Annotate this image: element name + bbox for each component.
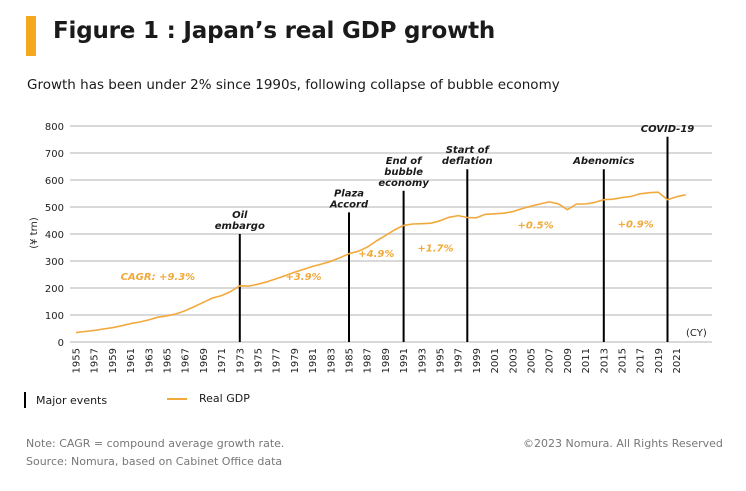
event-label: deflation	[442, 156, 493, 167]
x-tick-label: 1971	[217, 348, 228, 373]
y-tick-label: 200	[45, 284, 64, 295]
y-axis-label: (¥ trn)	[29, 217, 40, 249]
x-tick-label: 1955	[72, 348, 83, 373]
x-tick-label: 1981	[308, 348, 319, 373]
y-tick-label: 0	[58, 338, 64, 349]
x-tick-label: 1969	[199, 348, 210, 373]
x-tick-label: 1987	[363, 348, 374, 373]
event-label: embargo	[215, 221, 265, 232]
x-tick-label: 1973	[235, 348, 246, 373]
footnote: Note: CAGR = compound average growth rat…	[26, 437, 285, 450]
legend-label-major-events: Major events	[36, 393, 108, 407]
x-tick-label: 2019	[654, 348, 665, 373]
legend-item-major-events: Major events	[24, 392, 107, 408]
title-accent-bar	[26, 16, 36, 56]
y-tick-label: 300	[45, 257, 64, 268]
x-tick-label: 1991	[399, 348, 410, 373]
x-tick-label: 2015	[618, 348, 629, 373]
x-tick-label: 1977	[272, 348, 283, 373]
y-tick-label: 500	[45, 203, 64, 214]
x-tick-label: 1961	[126, 348, 137, 373]
y-tick-label: 400	[45, 230, 64, 241]
cagr-annotation: +0.5%	[517, 221, 553, 232]
event-label: Oil	[232, 210, 248, 221]
x-tick-label: 1975	[254, 348, 265, 373]
x-tick-label: 1963	[144, 348, 155, 373]
cagr-annotation: +4.9%	[358, 249, 394, 260]
gdp-line-swatch	[167, 397, 187, 400]
event-label: Abenomics	[572, 156, 634, 167]
y-tick-label: 700	[45, 149, 64, 160]
x-tick-label: 1997	[454, 348, 465, 373]
x-axis-ticks: 1955 1957 1959 1961 1963 1965 1967 1969 1971 1973…	[72, 348, 684, 373]
x-tick-label: 1965	[163, 348, 174, 373]
y-tick-label: 600	[45, 176, 64, 187]
real-gdp-line	[75, 191, 686, 334]
x-tick-label: 1989	[381, 348, 392, 373]
event-label: Accord	[329, 199, 369, 210]
x-tick-label: 1999	[472, 348, 483, 373]
x-tick-label: 1985	[345, 348, 356, 373]
event-line-swatch	[24, 392, 26, 408]
x-tick-label: 2007	[545, 348, 556, 373]
x-tick-label: 2013	[599, 348, 610, 373]
event-label: Plaza	[334, 188, 364, 199]
x-axis-unit-label: (CY)	[686, 328, 707, 339]
x-tick-label: 2001	[490, 348, 501, 373]
y-tick-label: 100	[45, 311, 64, 322]
x-tick-label: 1993	[417, 348, 428, 373]
x-tick-label: 2003	[508, 348, 519, 373]
x-tick-label: 1957	[90, 348, 101, 373]
cagr-annotation: +0.9%	[618, 219, 654, 230]
x-tick-label: 1959	[108, 348, 119, 373]
x-tick-label: 2009	[563, 348, 574, 373]
x-tick-label: 1995	[436, 348, 447, 373]
cagr-annotation: CAGR: +9.3%	[121, 272, 196, 283]
x-tick-label: 1983	[326, 348, 337, 373]
series-layer	[75, 191, 686, 334]
gridlines	[70, 125, 712, 343]
x-tick-label: 1979	[290, 348, 301, 373]
event-label: COVID-19	[641, 124, 695, 135]
x-tick-label: 1967	[181, 348, 192, 373]
x-tick-label: 2021	[672, 348, 683, 373]
cagr-annotation: +3.9%	[285, 272, 321, 283]
y-tick-label: 800	[45, 122, 64, 133]
event-label: economy	[378, 178, 429, 189]
figure-title: Figure 1 : Japan’s real GDP growth	[53, 18, 496, 44]
cagr-annotations: CAGR: +9.3% +3.9% +4.9% +1.7% +0.5% +0.9%	[121, 219, 654, 283]
source-note: Source: Nomura, based on Cabinet Office …	[26, 455, 283, 468]
event-label: End of	[386, 156, 423, 167]
figure-subtitle: Growth has been under 2% since 1990s, fo…	[27, 77, 560, 93]
event-label: Start of	[446, 145, 491, 156]
x-tick-label: 2005	[527, 348, 538, 373]
event-label: bubble	[384, 167, 423, 178]
cagr-annotation: +1.7%	[417, 244, 453, 255]
y-axis-ticks: 0 100 200 300 400 500 600 700 800	[45, 122, 64, 349]
x-tick-label: 2011	[581, 348, 592, 373]
legend-item-real-gdp: Real GDP	[167, 392, 250, 405]
x-tick-label: 2017	[636, 348, 647, 373]
copyright: ©2023 Nomura. All Rights Reserved	[523, 437, 723, 450]
legend-label-real-gdp: Real GDP	[199, 392, 250, 405]
